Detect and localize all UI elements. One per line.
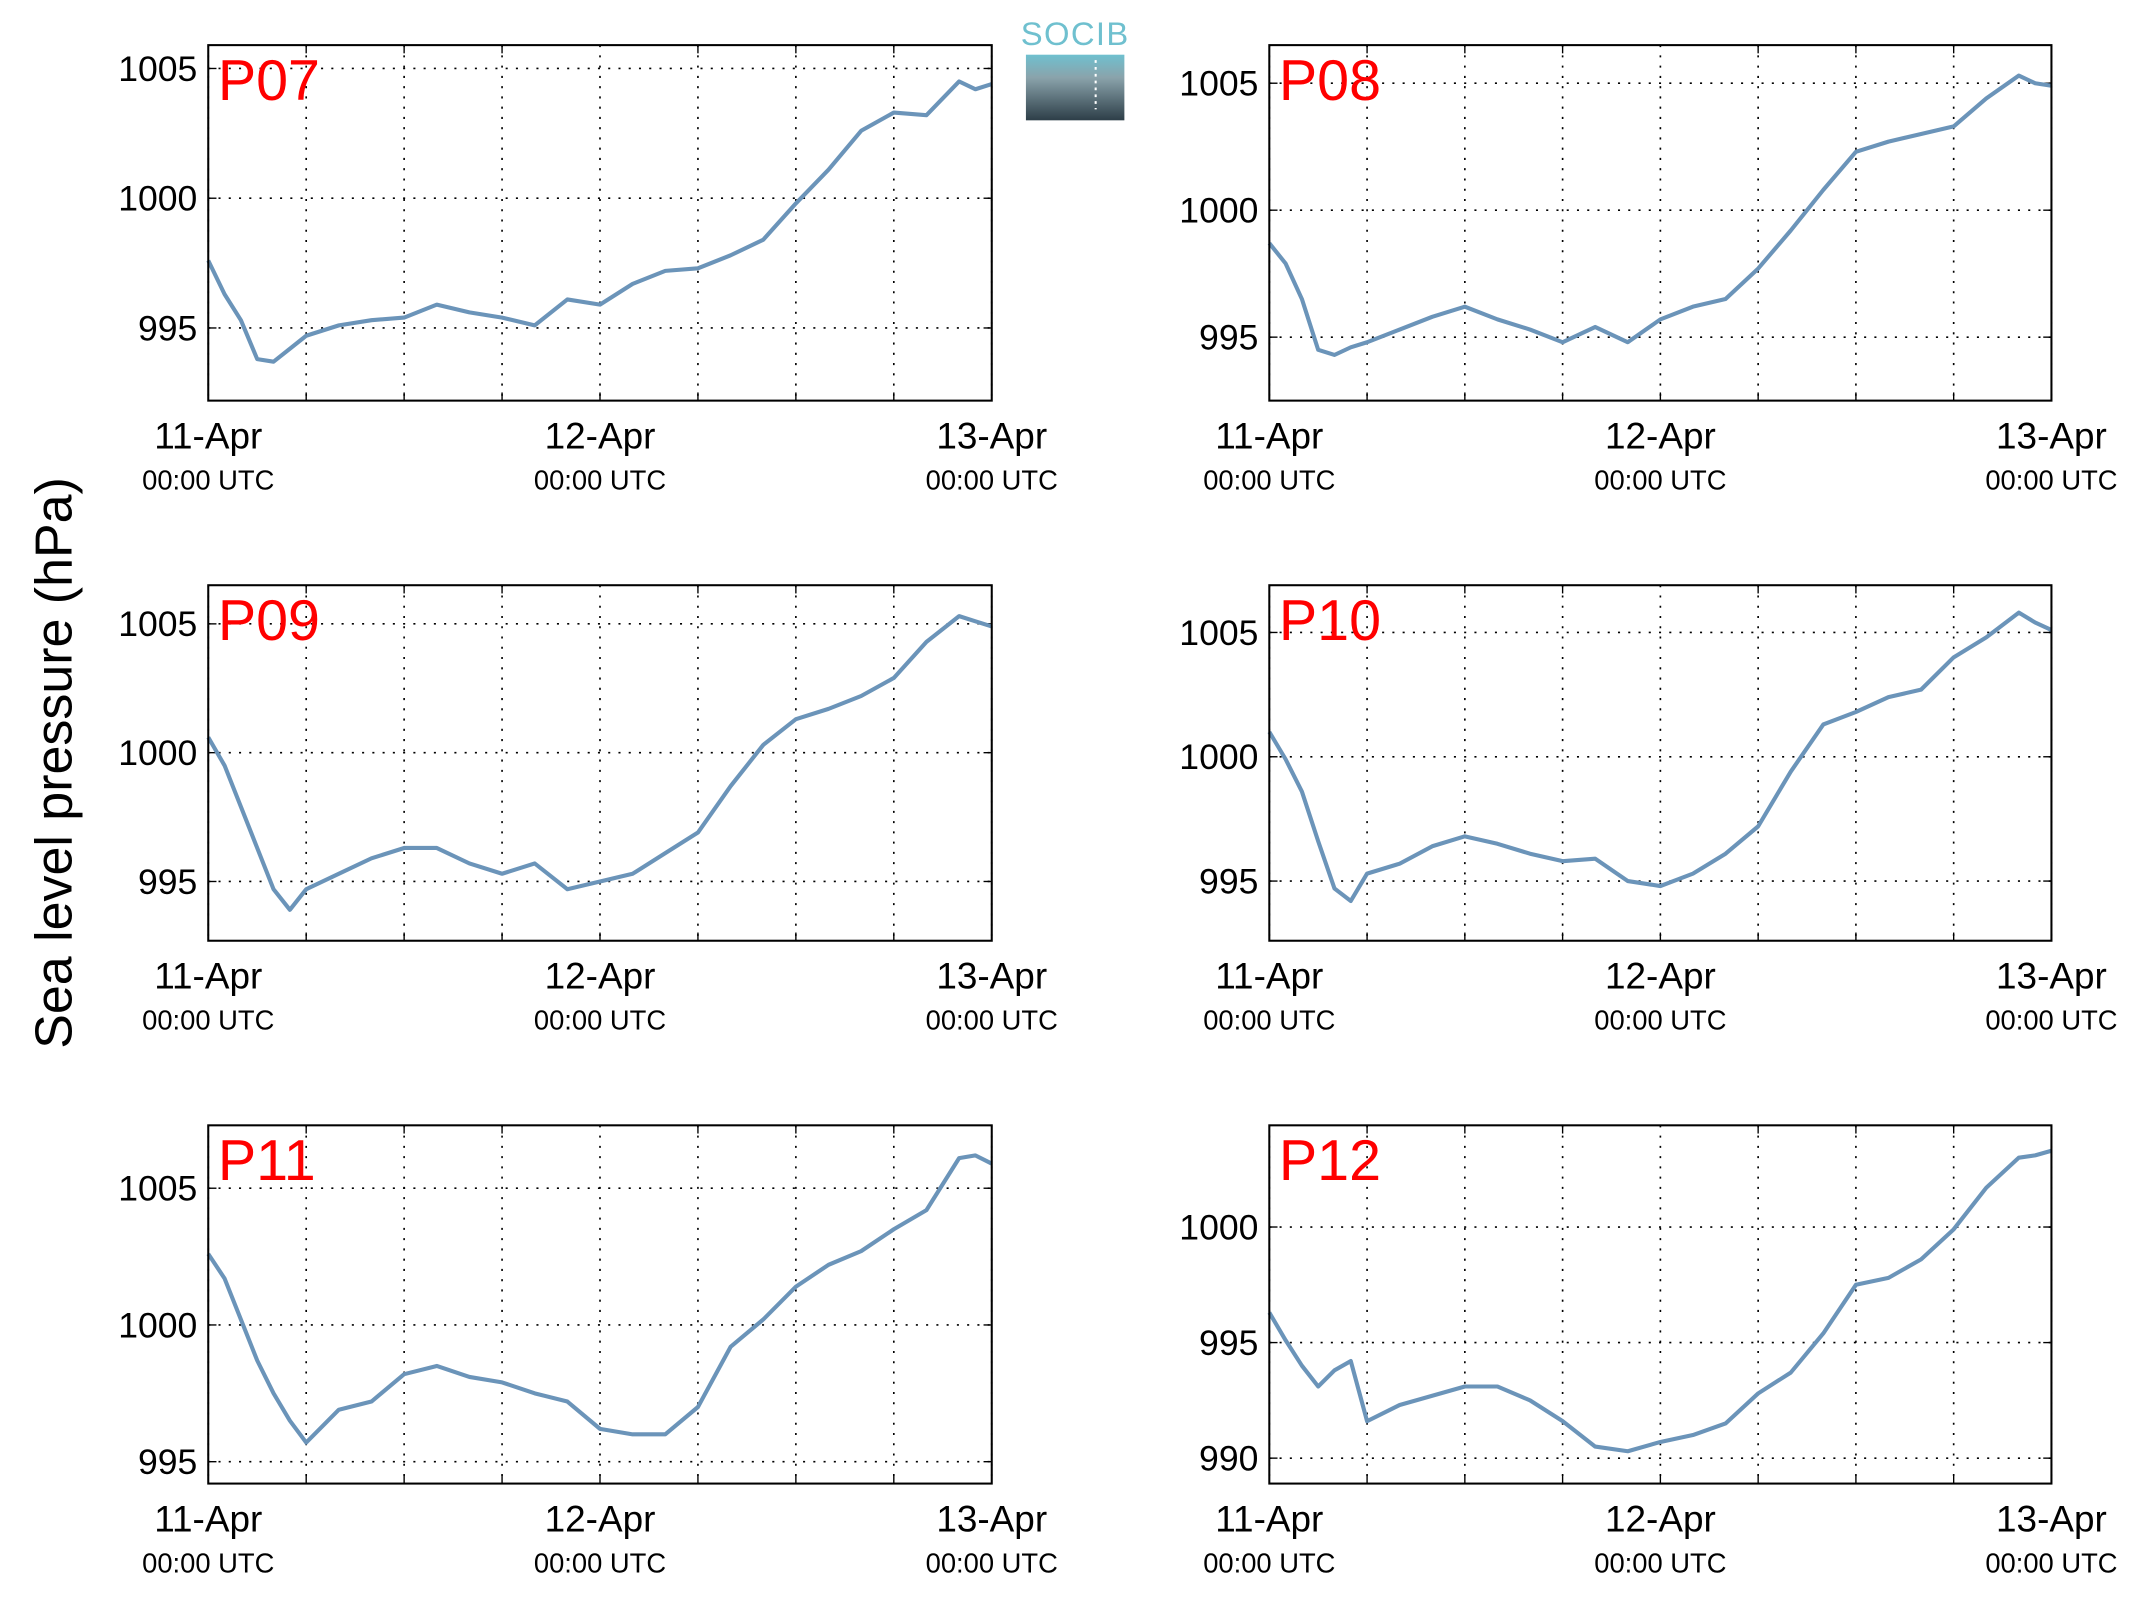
x-tick-label: 13-Apr 00:00 UTC (925, 415, 1058, 497)
y-tick-label: 1000 (1179, 1207, 1258, 1247)
plot-frame (207, 584, 993, 942)
x-tick-label-box: 11-Apr 00:00 UTC (142, 955, 275, 1037)
plot-frame (207, 44, 993, 402)
y-tick-label: 995 (138, 1442, 197, 1482)
y-tick-label: 1000 (1179, 190, 1258, 230)
plot-frame (1268, 44, 2053, 402)
x-tick-label: 11-Apr 00:00 UTC (142, 415, 275, 497)
panel-title: P12 (1279, 1129, 1381, 1193)
panel-title: P11 (218, 1129, 316, 1193)
data-line (206, 1153, 993, 1445)
x-tick-label: 13-Apr 00:00 UTC (1985, 1498, 2118, 1580)
x-tick-label-box: 12-Apr 00:00 UTC (1594, 955, 1727, 1037)
x-tick-label-box: 13-Apr 00:00 UTC (925, 1498, 1058, 1580)
logo-badge (1025, 54, 1125, 121)
y-tick-label: 1005 (1179, 64, 1258, 104)
x-tick-label: 12-Apr 00:00 UTC (533, 955, 667, 1037)
y-tick-label: 995 (138, 308, 197, 348)
y-tick-label: 1000 (1179, 737, 1258, 777)
x-tick-label: 11-Apr 00:00 UTC (1203, 955, 1336, 1037)
y-tick-label: 1005 (1179, 613, 1258, 653)
data-line (1267, 73, 2052, 357)
x-tick-label-box: 13-Apr 00:00 UTC (1985, 415, 2118, 497)
x-tick-label-box: 11-Apr 00:00 UTC (1203, 1498, 1336, 1580)
data-line (1267, 610, 2053, 904)
x-tick-label: 11-Apr 00:00 UTC (142, 955, 275, 1037)
x-tick-label: 11-Apr 00:00 UTC (142, 1498, 275, 1580)
x-tick-label-box: 11-Apr 00:00 UTC (1203, 415, 1336, 497)
panel-title: P07 (218, 49, 320, 113)
x-tick-label: 13-Apr 00:00 UTC (1985, 955, 2118, 1037)
y-tick-label: 990 (1199, 1438, 1258, 1478)
data-line (1267, 1148, 2052, 1454)
x-tick-label-box: 13-Apr 00:00 UTC (1985, 1498, 2118, 1580)
x-tick-label: 12-Apr 00:00 UTC (1594, 415, 1727, 497)
x-tick-label: 13-Apr 00:00 UTC (925, 955, 1058, 1037)
plot-frame (1268, 1124, 2053, 1485)
y-tick-label: 1005 (118, 49, 197, 89)
y-axis-label: Sea level pressure (hPa) (26, 477, 84, 1049)
x-tick-label-box: 12-Apr 00:00 UTC (533, 955, 667, 1037)
x-tick-label: 12-Apr 00:00 UTC (1594, 955, 1727, 1037)
x-tick-label: 13-Apr 00:00 UTC (1985, 415, 2118, 497)
x-tick-label-box: 13-Apr 00:00 UTC (925, 955, 1058, 1037)
x-tick-label: 12-Apr 00:00 UTC (533, 415, 667, 497)
data-line (206, 614, 993, 912)
y-tick-label: 995 (1199, 317, 1258, 357)
y-tick-label: 995 (138, 862, 197, 902)
y-tick-label: 995 (1199, 861, 1258, 901)
panel-title: P08 (1279, 49, 1381, 113)
x-tick-label-box: 11-Apr 00:00 UTC (142, 1498, 275, 1580)
panel-title: P09 (218, 589, 320, 653)
plot-frame (1268, 584, 2053, 942)
x-tick-label-box: 11-Apr 00:00 UTC (142, 415, 275, 497)
logo-text: SOCIB (1021, 15, 1130, 52)
x-tick-label-box: 13-Apr 00:00 UTC (1985, 955, 2118, 1037)
x-tick-label: 11-Apr 00:00 UTC (1203, 415, 1336, 497)
y-tick-label: 995 (1199, 1323, 1258, 1363)
x-tick-label: 13-Apr 00:00 UTC (925, 1498, 1058, 1580)
y-tick-label: 1000 (118, 179, 197, 219)
x-tick-label-box: 12-Apr 00:00 UTC (1594, 1498, 1727, 1580)
y-tick-label: 1000 (118, 733, 197, 773)
x-tick-label-box: 12-Apr 00:00 UTC (533, 1498, 667, 1580)
x-tick-label-box: 11-Apr 00:00 UTC (1203, 955, 1336, 1037)
x-tick-label-box: 13-Apr 00:00 UTC (925, 415, 1058, 497)
panel-title: P10 (1279, 589, 1381, 653)
plot-frame (207, 1124, 993, 1485)
x-tick-label-box: 12-Apr 00:00 UTC (533, 415, 667, 497)
x-tick-label-box: 12-Apr 00:00 UTC (1594, 415, 1727, 497)
data-line (206, 79, 993, 364)
y-tick-label: 1005 (118, 1169, 197, 1209)
x-tick-label: 11-Apr 00:00 UTC (1203, 1498, 1336, 1580)
y-tick-label: 1005 (118, 604, 197, 644)
y-tick-label: 1000 (118, 1305, 197, 1345)
x-tick-label: 12-Apr 00:00 UTC (1594, 1498, 1727, 1580)
x-tick-label: 12-Apr 00:00 UTC (533, 1498, 667, 1580)
